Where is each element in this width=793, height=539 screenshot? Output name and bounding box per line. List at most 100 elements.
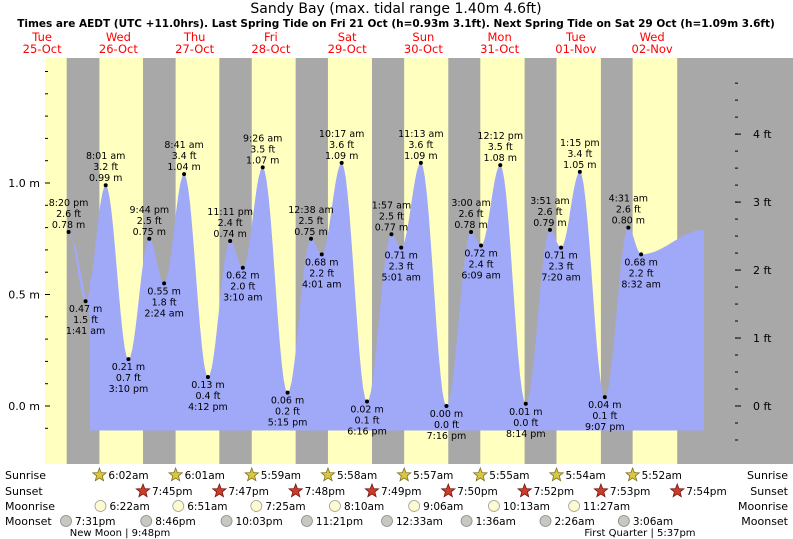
right-strip	[733, 58, 793, 464]
moonrise-icon	[94, 500, 107, 512]
sunset-time: 7:48pm	[305, 486, 345, 498]
tide-point	[418, 160, 423, 165]
moonrise-icon	[172, 500, 185, 512]
moonset-icon	[140, 515, 153, 527]
tide-label: 2:24 am	[144, 308, 183, 319]
tide-label: 0.74 m	[213, 229, 246, 240]
tide-label: 3.2 ft	[93, 162, 118, 173]
sunset-icon	[593, 482, 609, 498]
sunrise-time: 5:59am	[261, 470, 301, 482]
tide-label: 0.4 ft	[195, 391, 220, 402]
day-name: Tue	[31, 30, 52, 44]
tide-label: 0.80 m	[612, 216, 645, 227]
tide-label: 4:12 pm	[188, 402, 228, 413]
y-right-tick-label: 4 ft	[753, 128, 772, 141]
tide-label: 8:20 pm	[49, 198, 89, 209]
tide-label: 5:01 am	[381, 273, 420, 284]
tide-label: 2.5 ft	[379, 211, 404, 222]
sunrise-icon	[396, 466, 412, 482]
sunrise-icon	[91, 466, 108, 482]
tide-label: 1:57 am	[372, 200, 411, 211]
moonrise-icon	[250, 500, 263, 512]
moonrise-icon	[408, 500, 421, 512]
tide-label: 3.6 ft	[408, 140, 433, 151]
tide-point	[389, 232, 394, 237]
moonrise-time: 6:51am	[187, 501, 227, 513]
sunrise-time: 6:01am	[185, 470, 225, 482]
tide-label: 8:32 am	[621, 279, 660, 290]
tide-label: 7:20 am	[541, 273, 580, 284]
tide-label: 0.79 m	[533, 218, 566, 229]
row-label-moonset-right: Moonset	[741, 515, 788, 528]
tide-label: 0.02 m	[350, 405, 383, 416]
day-name: Mon	[488, 30, 512, 44]
tide-label: 8:41 am	[164, 140, 203, 151]
tide-label: 2.6 ft	[537, 207, 562, 218]
tide-label: 9:07 pm	[585, 422, 625, 433]
tide-label: 0.99 m	[89, 173, 122, 184]
tide-label: 6:16 pm	[347, 427, 387, 438]
tide-label: 3.6 ft	[329, 140, 354, 151]
tide-label: 2.4 ft	[469, 259, 494, 270]
day-date: 31-Oct	[480, 42, 519, 56]
tide-point	[83, 299, 88, 304]
tide-label: 1.09 m	[404, 151, 437, 162]
tide-label: 2.6 ft	[616, 205, 641, 216]
tide-label: 0.04 m	[588, 400, 621, 411]
tide-label: 1.09 m	[325, 151, 358, 162]
tide-label: 0.71 m	[384, 251, 417, 262]
sun-moon-rows: Sunrise Sunset Moonrise Moonset Sunrise …	[5, 466, 789, 539]
sunset-icon	[669, 482, 685, 498]
moonrise-icon	[568, 500, 581, 512]
tide-label: 3.5 ft	[488, 142, 513, 153]
y-left-tick-label: 1.0 m	[8, 177, 40, 190]
tide-label: 2.6 ft	[459, 209, 484, 220]
y-right-tick-label: 2 ft	[753, 264, 772, 277]
tide-label: 0.21 m	[112, 362, 145, 373]
sunrise-icon	[472, 466, 489, 482]
tide-label: 0.13 m	[191, 380, 224, 391]
y-left-tick-label: 0.0 m	[8, 400, 40, 413]
tide-label: 11:13 am	[398, 129, 443, 140]
moonset-time: 7:31pm	[75, 516, 115, 528]
tide-point	[147, 236, 152, 241]
tide-label: 1.07 m	[246, 155, 279, 166]
sunset-time: 7:49pm	[381, 486, 421, 498]
y-right-tick-label: 0 ft	[753, 400, 772, 413]
sunset-icon	[211, 482, 228, 498]
row-label-sunrise-right: Sunrise	[747, 469, 788, 482]
sunrise-icon	[548, 466, 565, 482]
sunset-time: 7:45pm	[152, 486, 192, 498]
tide-point	[547, 227, 552, 232]
tide-point	[365, 399, 370, 404]
day-date: 30-Oct	[404, 42, 443, 56]
tide-label: 3.4 ft	[172, 151, 197, 162]
tide-label: 3.5 ft	[250, 144, 275, 155]
day-date: 01-Nov	[555, 42, 596, 56]
tide-label: 9:26 am	[243, 133, 282, 144]
tide-point	[205, 375, 210, 380]
moonrise-time: 9:06am	[423, 501, 463, 513]
moonset-time: 8:46pm	[155, 516, 195, 528]
tide-point	[498, 163, 503, 168]
tide-label: 10:17 am	[319, 129, 364, 140]
tide-label: 0.1 ft	[592, 411, 617, 422]
sunrise-icon	[167, 466, 184, 482]
tide-label: 7:16 pm	[427, 431, 467, 442]
sunset-icon	[516, 482, 533, 498]
moon-phase-label: First Quarter | 5:37pm	[584, 528, 695, 539]
tide-point	[444, 404, 449, 408]
sunrise-time: 5:52am	[642, 470, 682, 482]
tide-label: 0.68 m	[305, 257, 338, 268]
sunset-time: 7:53pm	[610, 486, 650, 498]
tide-label: 3:51 am	[530, 196, 569, 207]
tide-point	[479, 243, 484, 248]
tide-label: 5:15 pm	[268, 418, 308, 429]
tide-label: 0.01 m	[509, 407, 542, 418]
tide-label: 0.78 m	[454, 220, 487, 231]
row-label-moonrise-right: Moonrise	[738, 500, 788, 513]
tide-label: 3:00 am	[451, 198, 490, 209]
sunrise-icon	[624, 466, 641, 482]
tide-point	[182, 172, 187, 177]
